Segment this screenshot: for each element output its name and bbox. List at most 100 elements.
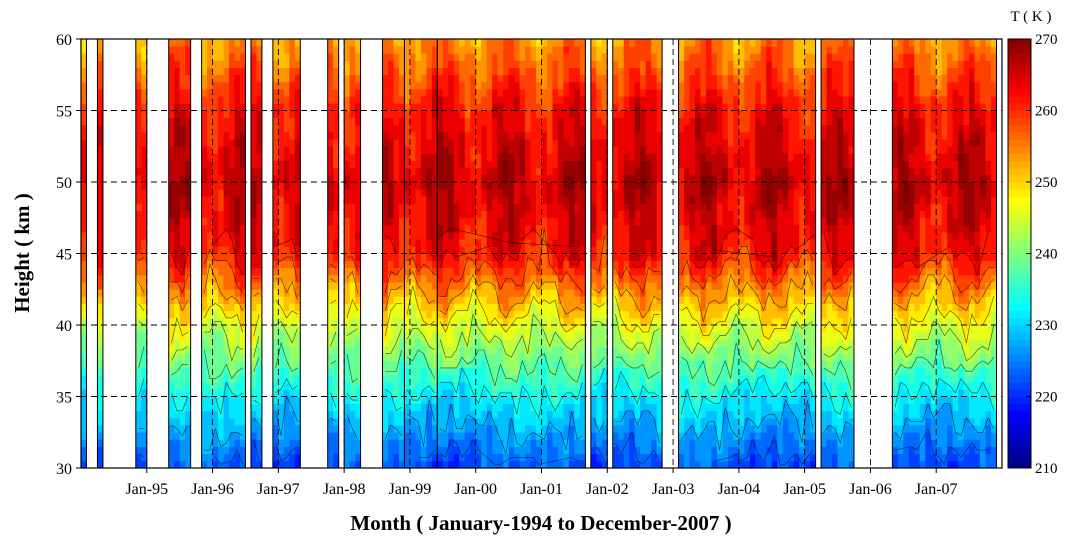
contour-cell xyxy=(700,161,706,169)
contour-cell xyxy=(454,53,460,61)
contour-cell xyxy=(640,182,646,190)
contour-cell xyxy=(251,189,257,197)
contour-cell xyxy=(503,168,509,176)
contour-cell xyxy=(498,68,504,76)
contour-cell xyxy=(459,68,465,76)
contour-cell xyxy=(415,447,421,455)
contour-cell xyxy=(476,225,482,233)
contour-cell xyxy=(574,239,580,247)
contour-cell xyxy=(569,168,575,176)
contour-cell xyxy=(136,125,142,133)
contour-cell xyxy=(136,68,142,76)
contour-cell xyxy=(690,239,696,247)
contour-cell xyxy=(136,411,142,419)
contour-cell xyxy=(229,418,235,426)
contour-cell xyxy=(229,118,235,126)
contour-cell xyxy=(629,304,635,312)
contour-cell xyxy=(596,354,602,362)
contour-cell xyxy=(629,89,635,97)
contour-cell xyxy=(536,439,542,447)
contour-cell xyxy=(273,432,279,440)
contour-cell xyxy=(700,346,706,354)
contour-cell xyxy=(690,111,696,119)
contour-cell xyxy=(509,246,515,254)
contour-cell xyxy=(498,103,504,111)
contour-cell xyxy=(437,225,443,233)
contour-cell xyxy=(437,239,443,247)
contour-cell xyxy=(679,411,685,419)
contour-cell xyxy=(547,239,553,247)
contour-cell xyxy=(229,111,235,119)
contour-cell xyxy=(635,282,641,290)
contour-cell xyxy=(235,182,241,190)
contour-cell xyxy=(218,111,224,119)
contour-cell xyxy=(284,118,290,126)
contour-cell xyxy=(635,382,641,390)
contour-cell xyxy=(635,261,641,269)
contour-cell xyxy=(487,432,493,440)
contour-cell xyxy=(690,225,696,233)
contour-cell xyxy=(169,304,175,312)
contour-cell xyxy=(695,118,701,126)
contour-cell xyxy=(542,304,548,312)
contour-cell xyxy=(350,82,356,90)
contour-cell xyxy=(487,168,493,176)
contour-cell xyxy=(569,146,575,154)
contour-cell xyxy=(224,75,230,83)
contour-cell xyxy=(492,189,498,197)
contour-cell xyxy=(476,175,482,183)
contour-cell xyxy=(454,161,460,169)
contour-cell xyxy=(624,275,630,283)
contour-cell xyxy=(388,203,394,211)
contour-cell xyxy=(574,125,580,133)
contour-cell xyxy=(328,118,334,126)
contour-cell xyxy=(646,296,652,304)
contour-cell xyxy=(547,332,553,340)
contour-cell xyxy=(470,68,476,76)
contour-cell xyxy=(224,239,230,247)
contour-cell xyxy=(547,96,553,104)
contour-cell xyxy=(213,296,219,304)
contour-cell xyxy=(651,289,657,297)
contour-cell xyxy=(289,168,295,176)
contour-cell xyxy=(459,175,465,183)
contour-cell xyxy=(344,53,350,61)
contour-cell xyxy=(476,96,482,104)
contour-cell xyxy=(459,339,465,347)
contour-cell xyxy=(437,103,443,111)
contour-cell xyxy=(465,168,471,176)
contour-cell xyxy=(640,296,646,304)
contour-cell xyxy=(690,211,696,219)
contour-cell xyxy=(509,168,515,176)
contour-cell xyxy=(470,225,476,233)
contour-cell xyxy=(591,168,597,176)
contour-cell xyxy=(503,75,509,83)
contour-cell xyxy=(509,282,515,290)
contour-cell xyxy=(536,346,542,354)
contour-cell xyxy=(640,246,646,254)
contour-cell xyxy=(552,53,558,61)
contour-cell xyxy=(235,439,241,447)
contour-cell xyxy=(596,418,602,426)
contour-cell xyxy=(679,161,685,169)
contour-cell xyxy=(624,332,630,340)
contour-cell xyxy=(520,125,526,133)
contour-cell xyxy=(492,60,498,68)
contour-cell xyxy=(487,418,493,426)
contour-cell xyxy=(498,168,504,176)
contour-cell xyxy=(613,96,619,104)
contour-cell xyxy=(679,75,685,83)
contour-cell xyxy=(289,232,295,240)
contour-cell xyxy=(547,268,553,276)
contour-cell xyxy=(646,447,652,455)
contour-cell xyxy=(596,239,602,247)
contour-cell xyxy=(481,118,487,126)
contour-cell xyxy=(454,82,460,90)
contour-cell xyxy=(635,346,641,354)
contour-cell xyxy=(635,368,641,376)
contour-cell xyxy=(700,175,706,183)
contour-cell xyxy=(437,203,443,211)
contour-cell xyxy=(180,132,186,140)
contour-cell xyxy=(470,132,476,140)
contour-cell xyxy=(640,225,646,233)
